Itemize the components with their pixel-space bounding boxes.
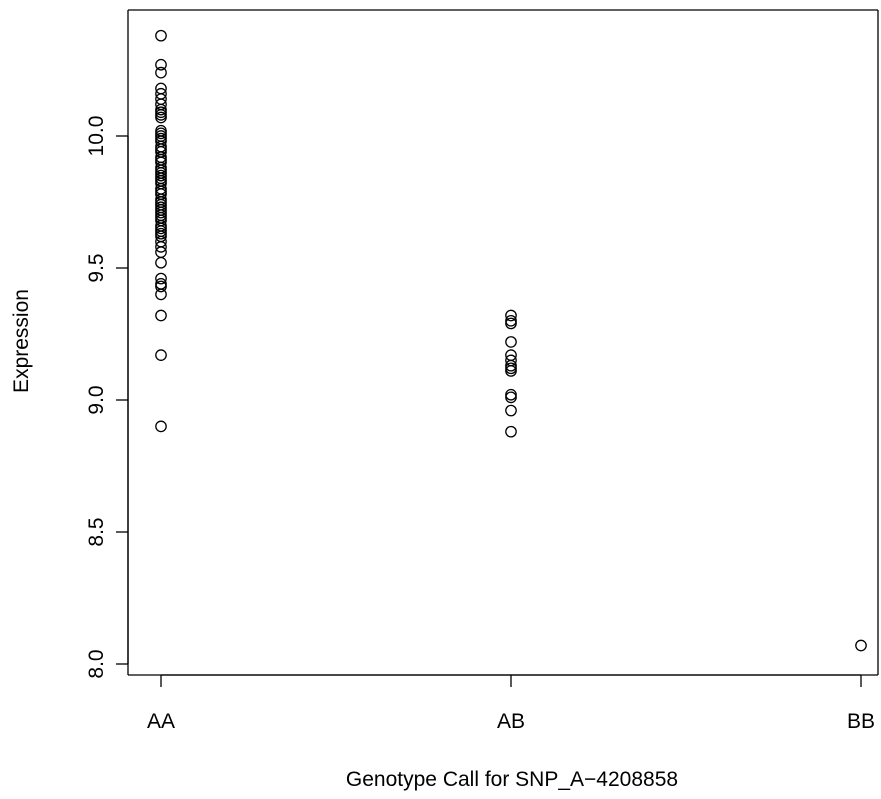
data-point (505, 365, 517, 377)
y-tick-label: 10.0 (85, 116, 108, 157)
data-point (155, 349, 167, 361)
data-point (155, 420, 167, 433)
data-point (155, 66, 167, 79)
x-tick-label: BB (847, 710, 875, 733)
x-tick-label: AA (147, 710, 175, 733)
y-axis: 8.0 8.5 9.0 9.5 10.0 (85, 116, 129, 679)
y-tick-label: 9.5 (85, 253, 108, 282)
y-tick-label: 9.0 (85, 385, 108, 414)
data-point (155, 111, 167, 124)
data-point (155, 241, 167, 253)
data-point (505, 404, 517, 417)
data-point (155, 280, 167, 293)
plot-frame (127, 9, 879, 676)
data-point (155, 272, 167, 285)
data-point (505, 317, 517, 330)
x-axis: AA AB BB (147, 674, 875, 733)
data-point (155, 29, 167, 42)
data-points (155, 29, 867, 652)
data-point (155, 256, 167, 269)
data-point (505, 391, 517, 404)
data-point (505, 362, 517, 375)
x-tick-label: AB (497, 710, 525, 733)
data-point (505, 336, 517, 348)
data-point (855, 639, 867, 652)
data-point (505, 388, 517, 401)
data-point (155, 309, 167, 322)
data-point (505, 425, 517, 438)
y-tick-label: 8.5 (85, 517, 108, 546)
data-point (155, 58, 167, 71)
data-point (155, 288, 167, 301)
y-tick-label: 8.0 (85, 649, 108, 678)
data-point (505, 309, 517, 322)
y-axis-title: Expression (10, 289, 33, 393)
x-axis-title: Genotype Call for SNP_A−4208858 (346, 768, 678, 791)
